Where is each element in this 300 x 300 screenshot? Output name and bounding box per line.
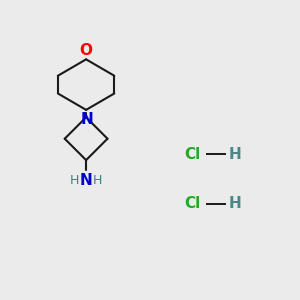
Text: H: H	[229, 196, 242, 211]
Text: Cl: Cl	[184, 196, 200, 211]
Text: H: H	[70, 174, 80, 188]
Text: Cl: Cl	[184, 147, 200, 162]
Text: O: O	[80, 43, 93, 58]
Text: H: H	[229, 147, 242, 162]
Text: N: N	[80, 112, 93, 127]
Text: N: N	[80, 173, 92, 188]
Text: H: H	[93, 174, 102, 188]
